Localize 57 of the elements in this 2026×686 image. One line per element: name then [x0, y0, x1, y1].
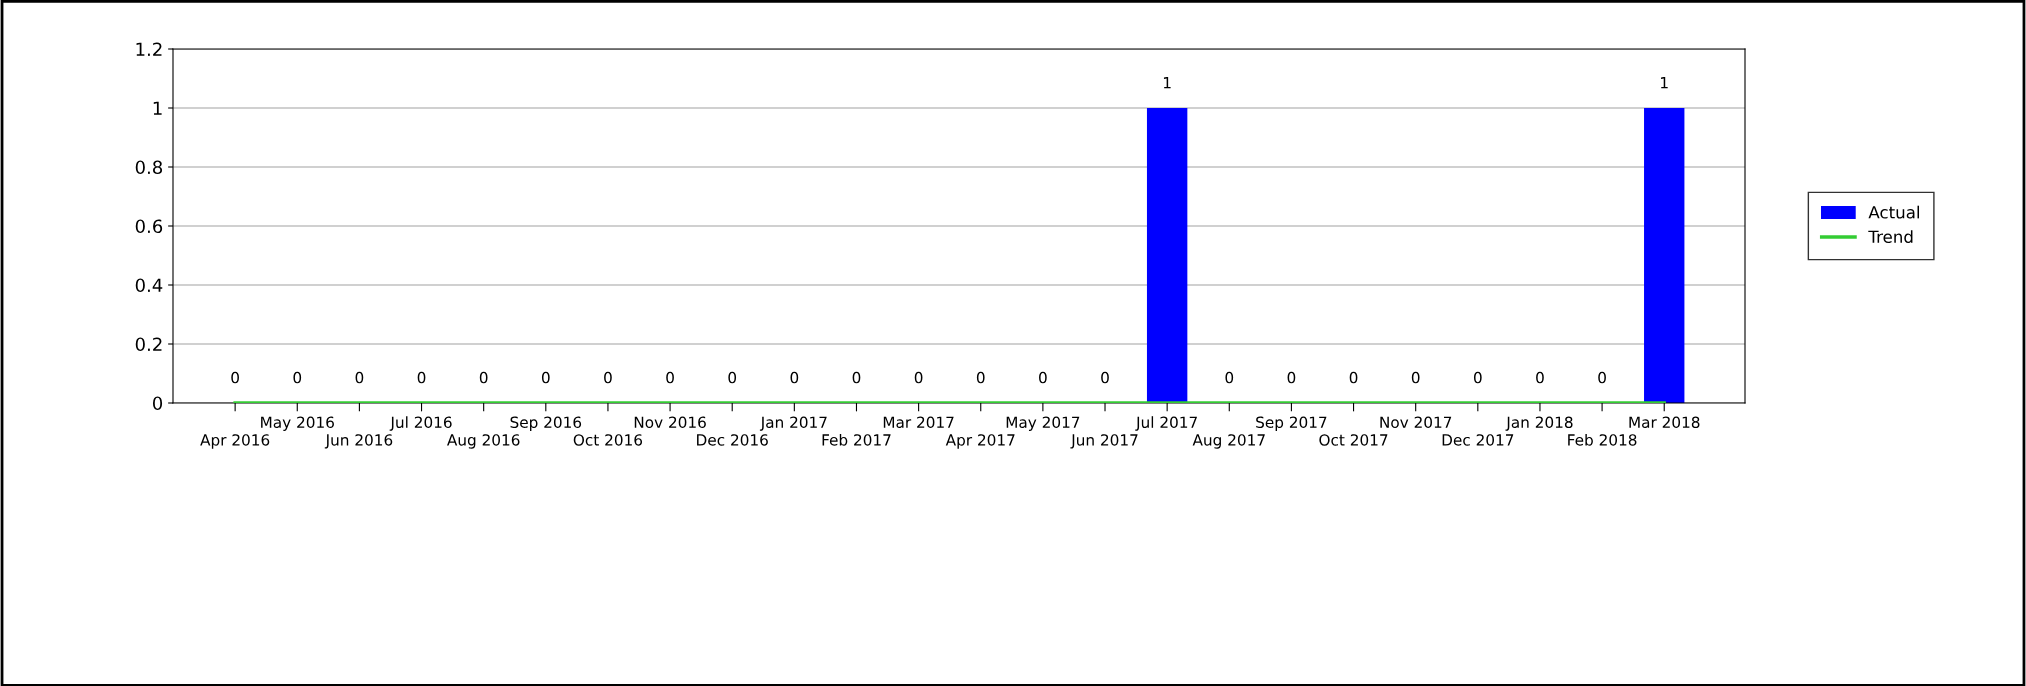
x-tick-label: May 2017	[1006, 416, 1080, 431]
x-tick-label: Nov 2016	[634, 416, 706, 429]
data-label: 0	[1473, 371, 1482, 384]
data-label: 0	[790, 371, 799, 384]
x-tick-label: Apr 2016	[200, 434, 270, 449]
data-label: 0	[604, 371, 612, 384]
data-label: 0	[666, 371, 674, 384]
data-label: 1	[1163, 77, 1171, 89]
data-label: 0	[1287, 371, 1296, 384]
x-tick-label: Sep 2017	[1256, 416, 1327, 431]
data-label: 0	[231, 371, 239, 384]
x-tick-label: Dec 2017	[1442, 434, 1514, 446]
y-tick-label: 1	[153, 101, 162, 115]
x-tick-label: Mar 2017	[883, 416, 954, 429]
y-tick-label: 0	[152, 396, 163, 411]
data-label: 0	[1101, 371, 1109, 384]
y-tick-label: 0.4	[135, 278, 163, 293]
x-tick-label: Aug 2017	[1192, 434, 1265, 449]
x-tick-label: Jan 2017	[759, 416, 827, 431]
x-tick-label: Sep 2016	[510, 416, 582, 431]
x-tick-label: Nov 2017	[1380, 416, 1452, 429]
data-label: 0	[1598, 371, 1606, 384]
data-label: 0	[1411, 371, 1420, 384]
x-tick-label: Jul 2016	[389, 416, 452, 431]
data-label: 0	[1536, 371, 1544, 384]
x-tick-label: Jul 2017	[1135, 416, 1197, 431]
data-label: 0	[293, 371, 302, 384]
data-label: 0	[541, 371, 550, 384]
data-label: 0	[479, 371, 488, 384]
x-tick-label: Mar 2018	[1629, 416, 1700, 429]
data-label: 0	[914, 371, 923, 384]
x-tick-label: Feb 2018	[1568, 433, 1637, 446]
data-label: 0	[355, 371, 364, 384]
y-tick-label: 1.2	[136, 42, 162, 56]
data-label: 0	[1225, 371, 1234, 384]
x-tick-label: Feb 2017	[822, 433, 891, 446]
data-label: 0	[1349, 371, 1358, 384]
x-tick-label: Apr 2017	[945, 434, 1015, 449]
x-tick-label: Oct 2017	[1319, 434, 1388, 446]
x-tick-label: Jan 2018	[1505, 416, 1573, 431]
y-tick-label: 0.2	[135, 337, 162, 352]
x-tick-label: Oct 2016	[573, 434, 643, 446]
data-label: 1	[1661, 77, 1668, 89]
data-label: 0	[417, 371, 426, 384]
y-tick-label: 0.6	[135, 219, 163, 234]
x-tick-label: Jun 2016	[324, 434, 393, 449]
y-tick-label: 0.8	[135, 160, 163, 175]
data-label: 0	[1039, 371, 1047, 384]
data-label: 0	[852, 371, 861, 384]
x-tick-label: May 2016	[261, 416, 334, 431]
data-label: 0	[728, 371, 737, 384]
legend-label: Actual	[1868, 205, 1920, 219]
x-tick-label: Dec 2016	[697, 434, 768, 446]
x-tick-label: Aug 2016	[447, 434, 520, 449]
data-label: 0	[976, 371, 985, 384]
legend-label: Trend	[1868, 230, 1913, 244]
x-tick-label: Jun 2017	[1070, 434, 1138, 449]
